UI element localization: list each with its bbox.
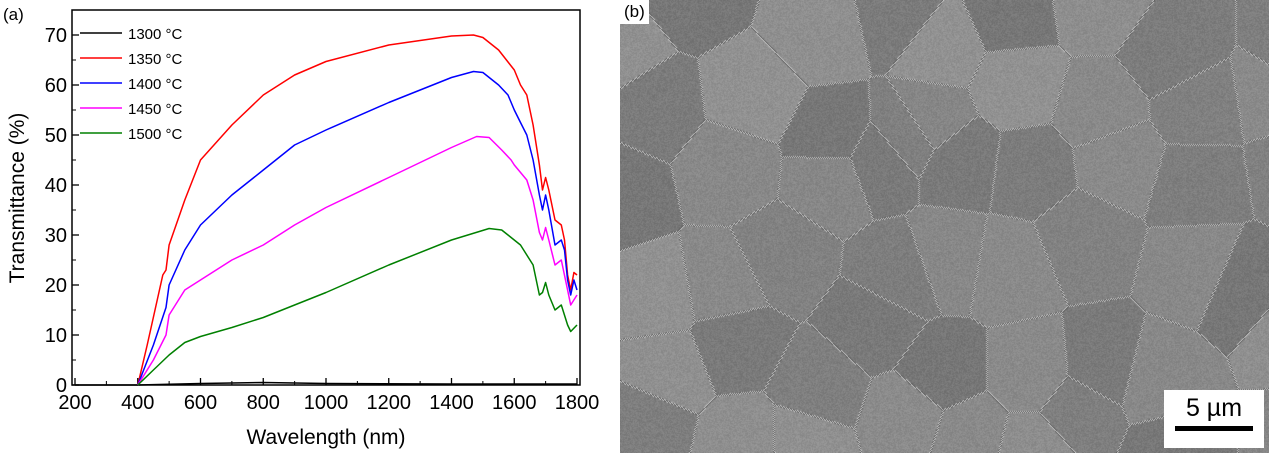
legend-label: 1500 °C [128,126,183,143]
x-tick-label: 200 [58,392,91,414]
y-tick-label: 10 [45,325,67,347]
x-tick-label: 600 [184,392,217,414]
y-tick-label: 60 [45,75,67,97]
x-tick-label: 400 [121,392,154,414]
legend-label: 1450 °C [128,101,183,118]
series-line-1450 [137,135,578,386]
transmittance-chart: (a) 200 400 600 800 1000 1200 1400 1600 1800 0 10 2… [3,5,600,449]
x-tick-label: 800 [247,392,280,414]
panel-b-label: (b) [620,0,649,24]
x-axis-label: Wavelength (nm) [246,426,405,449]
sem-micrograph [620,0,1269,453]
y-tick-label: 40 [45,175,67,197]
x-tick-label: 1400 [429,392,474,414]
series-line-1400 [137,70,578,386]
y-tick-label: 0 [56,375,67,397]
y-tick-label: 70 [45,25,67,47]
y-tick-label: 20 [45,275,67,297]
y-axis-label: Transmittance (%) [6,113,29,284]
series-line-1350 [137,34,578,386]
scale-bar: 5 µm [1164,390,1264,448]
y-tick-label: 50 [45,125,67,147]
x-tick-label: 1600 [492,392,537,414]
x-tick-label: 1200 [367,392,412,414]
panel-a-label: (a) [3,5,24,24]
legend-label: 1350 °C [128,51,183,68]
scale-bar-line [1175,426,1253,431]
y-tick-label: 30 [45,225,67,247]
legend-label: 1400 °C [128,76,183,93]
x-tick-label: 1800 [555,392,600,414]
series-line-1500 [137,227,578,386]
scale-bar-label: 5 µm [1185,394,1243,422]
legend-label: 1300 °C [128,26,183,43]
x-tick-label: 1000 [304,392,349,414]
